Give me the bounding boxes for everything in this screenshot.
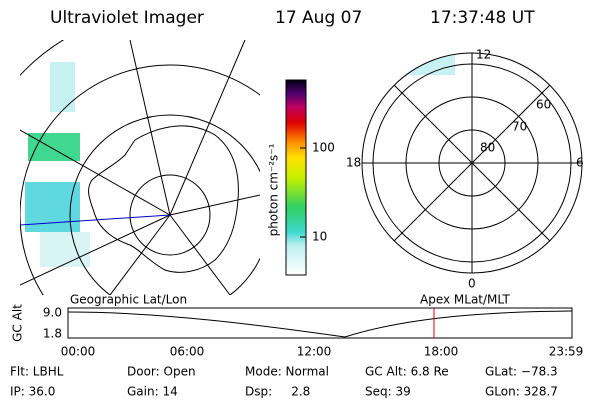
geo-map — [20, 40, 260, 295]
time-label: 06:00 — [170, 345, 205, 359]
colorbar-label: photon cm⁻²s⁻¹ — [267, 143, 281, 236]
colorbar-tick: 10 — [312, 230, 327, 244]
y-label: 9.0 — [43, 306, 62, 320]
status-field: Flt: LBHL — [10, 365, 64, 379]
status-field: Gain: 14 — [127, 385, 178, 399]
lat-label: 60 — [536, 98, 551, 112]
status-field: GLon: 328.7 — [485, 385, 558, 399]
colorbar — [285, 79, 307, 276]
altitude-curve — [67, 310, 573, 338]
mlt-label: 0 — [468, 277, 476, 291]
y-label: 1.8 — [43, 327, 62, 341]
status-field: GC Alt: 6.8 Re — [365, 365, 449, 379]
time-label: 18:00 — [424, 345, 459, 359]
lat-label: 70 — [512, 120, 527, 134]
status-field: IP: 36.0 — [10, 385, 55, 399]
lat-label: 80 — [480, 141, 495, 155]
altitude-box — [67, 307, 573, 339]
mlt-label: 12 — [476, 48, 491, 62]
status-field: Door: Open — [127, 365, 196, 379]
time: 17:37:48 UT — [430, 8, 535, 28]
status-field: GLat: −78.3 — [485, 365, 558, 379]
mlt-label: 18 — [346, 156, 361, 170]
altitude-label: GC Alt — [11, 304, 25, 342]
status: Flt: LBHL Door: Open Mode: Normal GC Alt: 6… — [10, 365, 558, 399]
time-label: 00:00 — [61, 345, 96, 359]
status-field: Dsp: 2.8 — [245, 385, 310, 399]
time-label: 23:59 — [549, 345, 584, 359]
colorbar-tick: 100 — [312, 141, 335, 155]
date: 17 Aug 07 — [275, 8, 362, 28]
time-label: 12:00 — [297, 345, 332, 359]
polar-map — [361, 52, 583, 274]
mlt-label: 6 — [576, 156, 584, 170]
left-title: Geographic Lat/Lon — [70, 293, 187, 307]
status-field: Mode: Normal — [245, 365, 329, 379]
status-field: Seq: 39 — [365, 385, 411, 399]
right-title: Apex MLat/MLT — [420, 293, 510, 307]
instrument: Ultraviolet Imager — [50, 8, 204, 28]
